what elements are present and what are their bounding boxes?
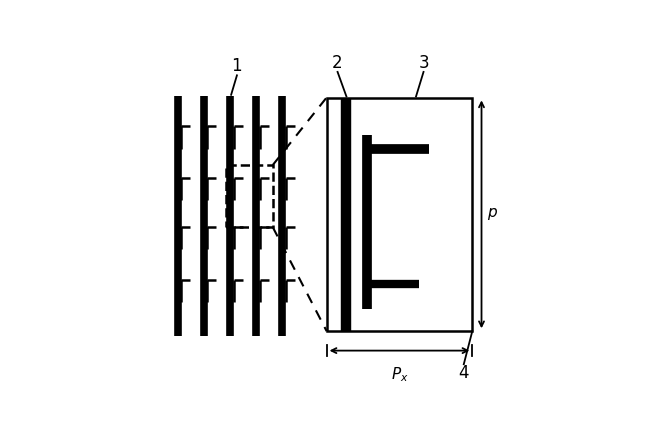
Text: 1: 1: [231, 57, 243, 75]
Text: $P_x$: $P_x$: [391, 365, 408, 384]
Text: 4: 4: [458, 364, 469, 382]
Text: 3: 3: [418, 54, 429, 72]
Text: $p$: $p$: [487, 206, 498, 222]
Bar: [226, 165, 273, 227]
Bar: [327, 97, 472, 331]
Text: 2: 2: [333, 54, 343, 72]
